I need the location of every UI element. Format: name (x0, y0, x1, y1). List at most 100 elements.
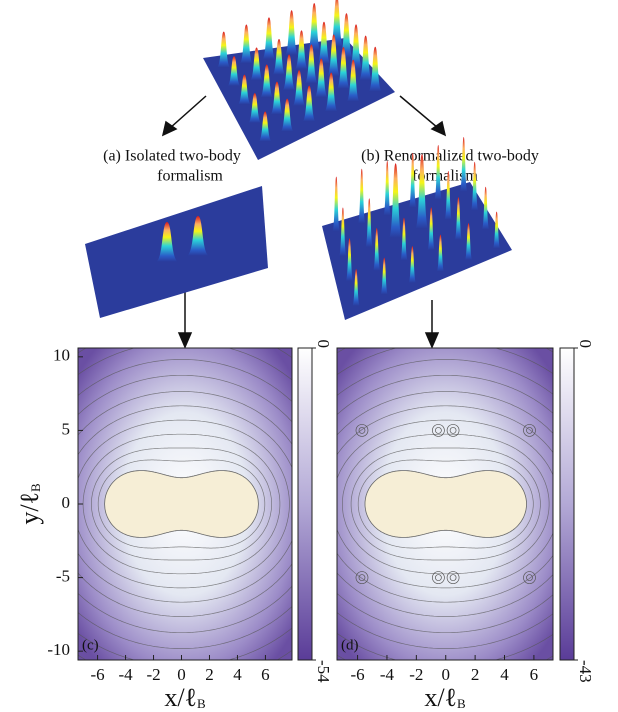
surface-peak (338, 207, 347, 257)
surface-peak (454, 197, 463, 241)
x-tick-label: -2 (146, 665, 160, 684)
colorbar-label: 0 (576, 340, 595, 349)
surface-peak (261, 17, 276, 60)
contour-dot (449, 574, 457, 581)
x-tick-label: 4 (500, 665, 509, 684)
surface-peak (292, 70, 307, 107)
surface-peak (368, 46, 383, 92)
x-axis-label: x/ℓB (164, 683, 206, 712)
colorbar-label: 0 (314, 340, 333, 349)
plot-frame (336, 347, 554, 661)
contour-line (78, 405, 292, 603)
contour-line (78, 374, 292, 634)
surface-peak (357, 168, 366, 224)
y-tick-label: 10 (53, 346, 70, 365)
contour-dot (526, 427, 533, 434)
colorbar-label: -54 (314, 660, 333, 683)
surface-peak (316, 21, 331, 64)
surface-peak (365, 198, 374, 248)
x-axis-label-main: x/ℓ (424, 683, 457, 712)
surface-peak (383, 160, 392, 216)
x-tick-label: 6 (261, 665, 270, 684)
contour-dot (432, 571, 445, 584)
surface-peak (304, 44, 319, 84)
y-tick-label: 5 (62, 419, 71, 438)
surface-peak (269, 81, 284, 115)
colorbar (297, 347, 313, 661)
surface-peak (470, 161, 479, 211)
contour-dot (435, 574, 442, 581)
x-tick-label: -2 (409, 665, 423, 684)
surface-peak (380, 257, 389, 295)
contour-line (82, 433, 281, 575)
surface-peak (444, 171, 453, 221)
contour-dot (358, 574, 366, 581)
surface-peak (227, 56, 242, 87)
x-tick-label: -6 (350, 665, 364, 684)
surface-peak (272, 38, 287, 75)
surface-peak (280, 98, 295, 132)
surface-peak (464, 223, 473, 261)
y-tick-label: 0 (62, 493, 71, 512)
surface-peak (399, 217, 408, 261)
contour-dot (446, 571, 460, 584)
contour-dot (432, 424, 445, 437)
surface-peak (237, 74, 252, 105)
surface-peak (427, 207, 436, 251)
contour-line (337, 419, 553, 589)
colorbar (559, 347, 575, 661)
surface-peak (434, 144, 443, 200)
contour-dot (358, 427, 366, 434)
surface-peak (155, 222, 179, 262)
surface-peak (414, 154, 429, 230)
contour-core (104, 470, 259, 538)
surface-peak (259, 64, 274, 98)
x-tick-label: 0 (177, 665, 186, 684)
surface-peak (302, 85, 317, 122)
x-tick-label: 2 (471, 665, 480, 684)
x-tick-label: 2 (205, 665, 214, 684)
surface-peak (258, 111, 273, 142)
surface-peak (282, 54, 297, 91)
contour-line (78, 348, 292, 660)
surface-peak (247, 93, 262, 124)
panel-label: (c) (82, 637, 99, 653)
contour-line (91, 447, 272, 561)
contour-line (337, 405, 553, 603)
surface-peak (336, 47, 351, 90)
x-tick-label: 0 (441, 665, 450, 684)
contour-line (337, 359, 553, 649)
surface-peak (459, 137, 468, 193)
surface-peak (332, 176, 341, 232)
caption-b: (b) Renormalized two-body (361, 148, 539, 165)
surface-peak (326, 34, 341, 77)
surface-peak (372, 228, 381, 271)
contour-dot (435, 427, 442, 434)
contour-dot (449, 427, 457, 434)
surface-peak (324, 72, 339, 112)
contour-dot (523, 424, 536, 437)
surface-peak (352, 269, 361, 307)
contour-line (337, 391, 553, 617)
surface-peak (239, 24, 254, 64)
contour-plot (78, 348, 292, 660)
surface-peak (349, 24, 364, 70)
surface-peak (249, 47, 264, 81)
surface-peak (345, 238, 354, 282)
y-axis-label-sub: B (28, 483, 43, 492)
y-axis-label: y/ℓB (15, 483, 44, 525)
surface-peak (436, 234, 445, 272)
contour-dot (446, 424, 460, 437)
contour-dot (526, 574, 533, 581)
x-axis-label: x/ℓB (424, 683, 466, 712)
surface-peak (307, 3, 322, 52)
contour-line (357, 459, 534, 549)
surface-peak (481, 186, 490, 230)
x-tick-label: -4 (380, 665, 395, 684)
surface-peak (358, 35, 373, 81)
contour-line (337, 374, 553, 634)
arrows (161, 95, 447, 349)
contour-line (78, 391, 292, 617)
contour-dot (523, 571, 536, 584)
